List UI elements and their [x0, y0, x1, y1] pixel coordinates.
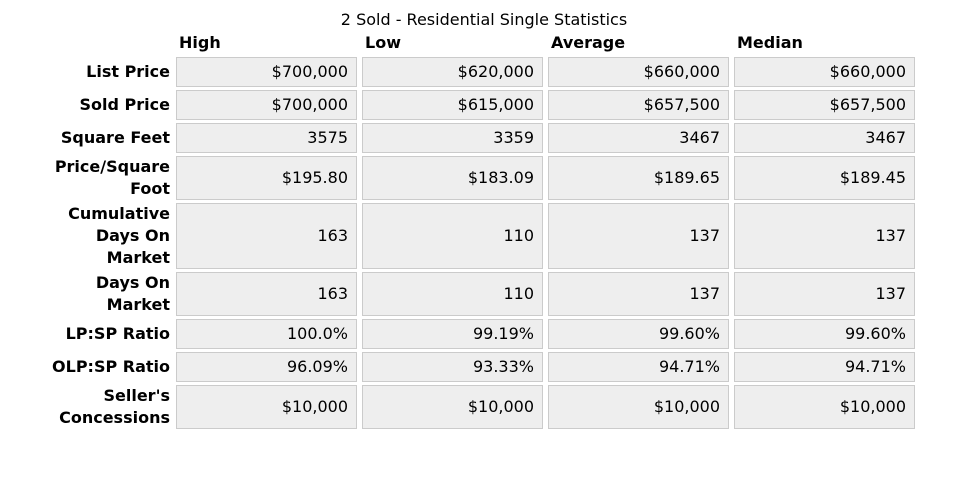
value-cell: 137	[734, 272, 915, 316]
value-cell: $700,000	[176, 57, 357, 87]
header-row: High Low Average Median	[1, 32, 915, 54]
value-cell: $700,000	[176, 90, 357, 120]
column-header-average: Average	[551, 33, 626, 52]
value-cell: $657,500	[548, 90, 729, 120]
value-cell: 137	[734, 203, 915, 269]
value-cell: 99.60%	[734, 319, 915, 349]
value-cell: 3575	[176, 123, 357, 153]
value-cell: 100.0%	[176, 319, 357, 349]
table-row: OLP:SP Ratio 96.09% 93.33% 94.71% 94.71%	[1, 352, 915, 382]
row-label: Square Feet	[60, 128, 170, 147]
table-row: Seller's Concessions $10,000 $10,000 $10,00…	[1, 385, 915, 429]
column-header-high: High	[179, 33, 221, 52]
value-cell: $615,000	[362, 90, 543, 120]
row-label: List Price	[86, 62, 170, 81]
table-row: Price/Square Foot $195.80 $183.09 $189.65 $1…	[1, 156, 915, 200]
value-cell: $189.45	[734, 156, 915, 200]
value-cell: 3467	[734, 123, 915, 153]
value-cell: 163	[176, 203, 357, 269]
table-row: Days On Market 163 110 137 137	[1, 272, 915, 316]
value-cell: $183.09	[362, 156, 543, 200]
value-cell: $620,000	[362, 57, 543, 87]
value-cell: 3359	[362, 123, 543, 153]
value-cell: $10,000	[362, 385, 543, 429]
value-cell: 110	[362, 203, 543, 269]
value-cell: 110	[362, 272, 543, 316]
value-cell: $10,000	[734, 385, 915, 429]
corner-cell	[1, 32, 171, 54]
row-label: LP:SP Ratio	[65, 324, 170, 343]
column-header-low: Low	[365, 33, 401, 52]
row-label: Cumulative Days On Market	[68, 204, 170, 267]
value-cell: $660,000	[548, 57, 729, 87]
value-cell: $10,000	[548, 385, 729, 429]
value-cell: 163	[176, 272, 357, 316]
table-row: Sold Price $700,000 $615,000 $657,500 $657,5…	[1, 90, 915, 120]
value-cell: 94.71%	[548, 352, 729, 382]
value-cell: 99.60%	[548, 319, 729, 349]
value-cell: 94.71%	[734, 352, 915, 382]
table-row: LP:SP Ratio 100.0% 99.19% 99.60% 99.60%	[1, 319, 915, 349]
statistics-table: High Low Average Median List Price $700,000 $…	[0, 29, 920, 432]
value-cell: 3467	[548, 123, 729, 153]
table-row: List Price $700,000 $620,000 $660,000 $660,0…	[1, 57, 915, 87]
table-row: Cumulative Days On Market 163 110 137 137	[1, 203, 915, 269]
value-cell: $195.80	[176, 156, 357, 200]
page-title: 2 Sold - Residential Single Statistics	[340, 10, 628, 29]
value-cell: $657,500	[734, 90, 915, 120]
row-label: Days On Market	[95, 273, 170, 314]
value-cell: 137	[548, 203, 729, 269]
row-label: OLP:SP Ratio	[52, 357, 170, 376]
value-cell: $189.65	[548, 156, 729, 200]
row-label: Price/Square Foot	[54, 157, 170, 198]
value-cell: $660,000	[734, 57, 915, 87]
row-label: Seller's Concessions	[59, 386, 170, 427]
value-cell: $10,000	[176, 385, 357, 429]
value-cell: 99.19%	[362, 319, 543, 349]
value-cell: 137	[548, 272, 729, 316]
value-cell: 93.33%	[362, 352, 543, 382]
value-cell: 96.09%	[176, 352, 357, 382]
column-header-median: Median	[737, 33, 803, 52]
table-row: Square Feet 3575 3359 3467 3467	[1, 123, 915, 153]
row-label: Sold Price	[79, 95, 170, 114]
